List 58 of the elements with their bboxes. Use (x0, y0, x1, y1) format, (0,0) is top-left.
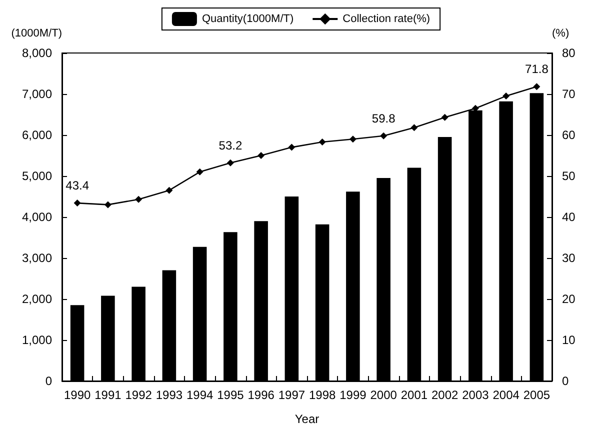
point (258, 152, 265, 159)
point (380, 132, 388, 140)
y-tick-label: 8,000 (22, 46, 52, 60)
point (226, 159, 234, 166)
point (318, 138, 326, 146)
y2-tick-label: 0 (562, 374, 569, 388)
legend-label: Collection rate(%) (342, 13, 430, 25)
y-tick-label: 0 (45, 374, 52, 388)
y2-tick-label: 70 (562, 87, 576, 101)
y-tick-label: 1,000 (22, 333, 52, 347)
data-label: 59.8 (372, 111, 396, 126)
data-label: 53.2 (218, 138, 242, 152)
point (74, 200, 81, 207)
x-tick-label: 1995 (217, 388, 244, 402)
point (533, 83, 540, 90)
y2-tick-label: 30 (562, 251, 576, 265)
x-tick-label: 1998 (308, 388, 336, 402)
y2-tick-label: 10 (562, 333, 576, 347)
y-axis-title: (1000M/T) (11, 28, 62, 40)
point (196, 168, 204, 176)
x-axis-title: Year (294, 412, 320, 426)
x-tick-label: 1997 (278, 388, 306, 402)
x-tick-label: 1992 (125, 388, 152, 402)
x-tick-label: 2004 (492, 388, 520, 402)
y2-axis-title: (%) (552, 28, 570, 40)
point (104, 201, 112, 208)
point (441, 114, 448, 121)
y2-tick-label: 20 (562, 292, 576, 306)
point (135, 196, 142, 203)
data-label: 43.4 (66, 178, 90, 193)
x-tick-label: 1996 (248, 388, 275, 402)
x-tick-label: 2002 (431, 388, 458, 402)
x-tick-label: 1994 (186, 388, 214, 402)
point (166, 186, 173, 194)
y2-tick-label: 40 (562, 210, 576, 224)
x-tick-label: 1990 (64, 388, 91, 402)
x-tick-label: 2000 (370, 388, 398, 402)
y-tick-label: 5,000 (22, 169, 52, 183)
data-label: 71.8 (525, 62, 549, 76)
y2-tick-label: 80 (562, 46, 576, 60)
y-tick-label: 2,000 (22, 292, 52, 306)
x-tick-label: 1993 (156, 388, 183, 402)
point (349, 136, 356, 143)
x-tick-label: 2001 (400, 388, 428, 402)
y-tick-label: 4,000 (22, 210, 52, 224)
y-tick-label: 3,000 (22, 251, 52, 265)
y-tick-label: 7,000 (22, 87, 52, 101)
x-tick-label: 2005 (523, 388, 550, 402)
point (502, 92, 510, 100)
y-tick-label: 6,000 (22, 128, 52, 142)
point (410, 124, 418, 132)
y2-tick-label: 60 (562, 128, 576, 142)
x-tick-label: 2003 (462, 388, 490, 402)
y2-tick-label: 50 (562, 169, 576, 183)
x-tick-label: 1991 (94, 388, 122, 402)
x-tick-label: 1999 (340, 388, 367, 402)
legend-label: Quantity(1000M/T) (202, 13, 294, 25)
point (288, 144, 296, 151)
